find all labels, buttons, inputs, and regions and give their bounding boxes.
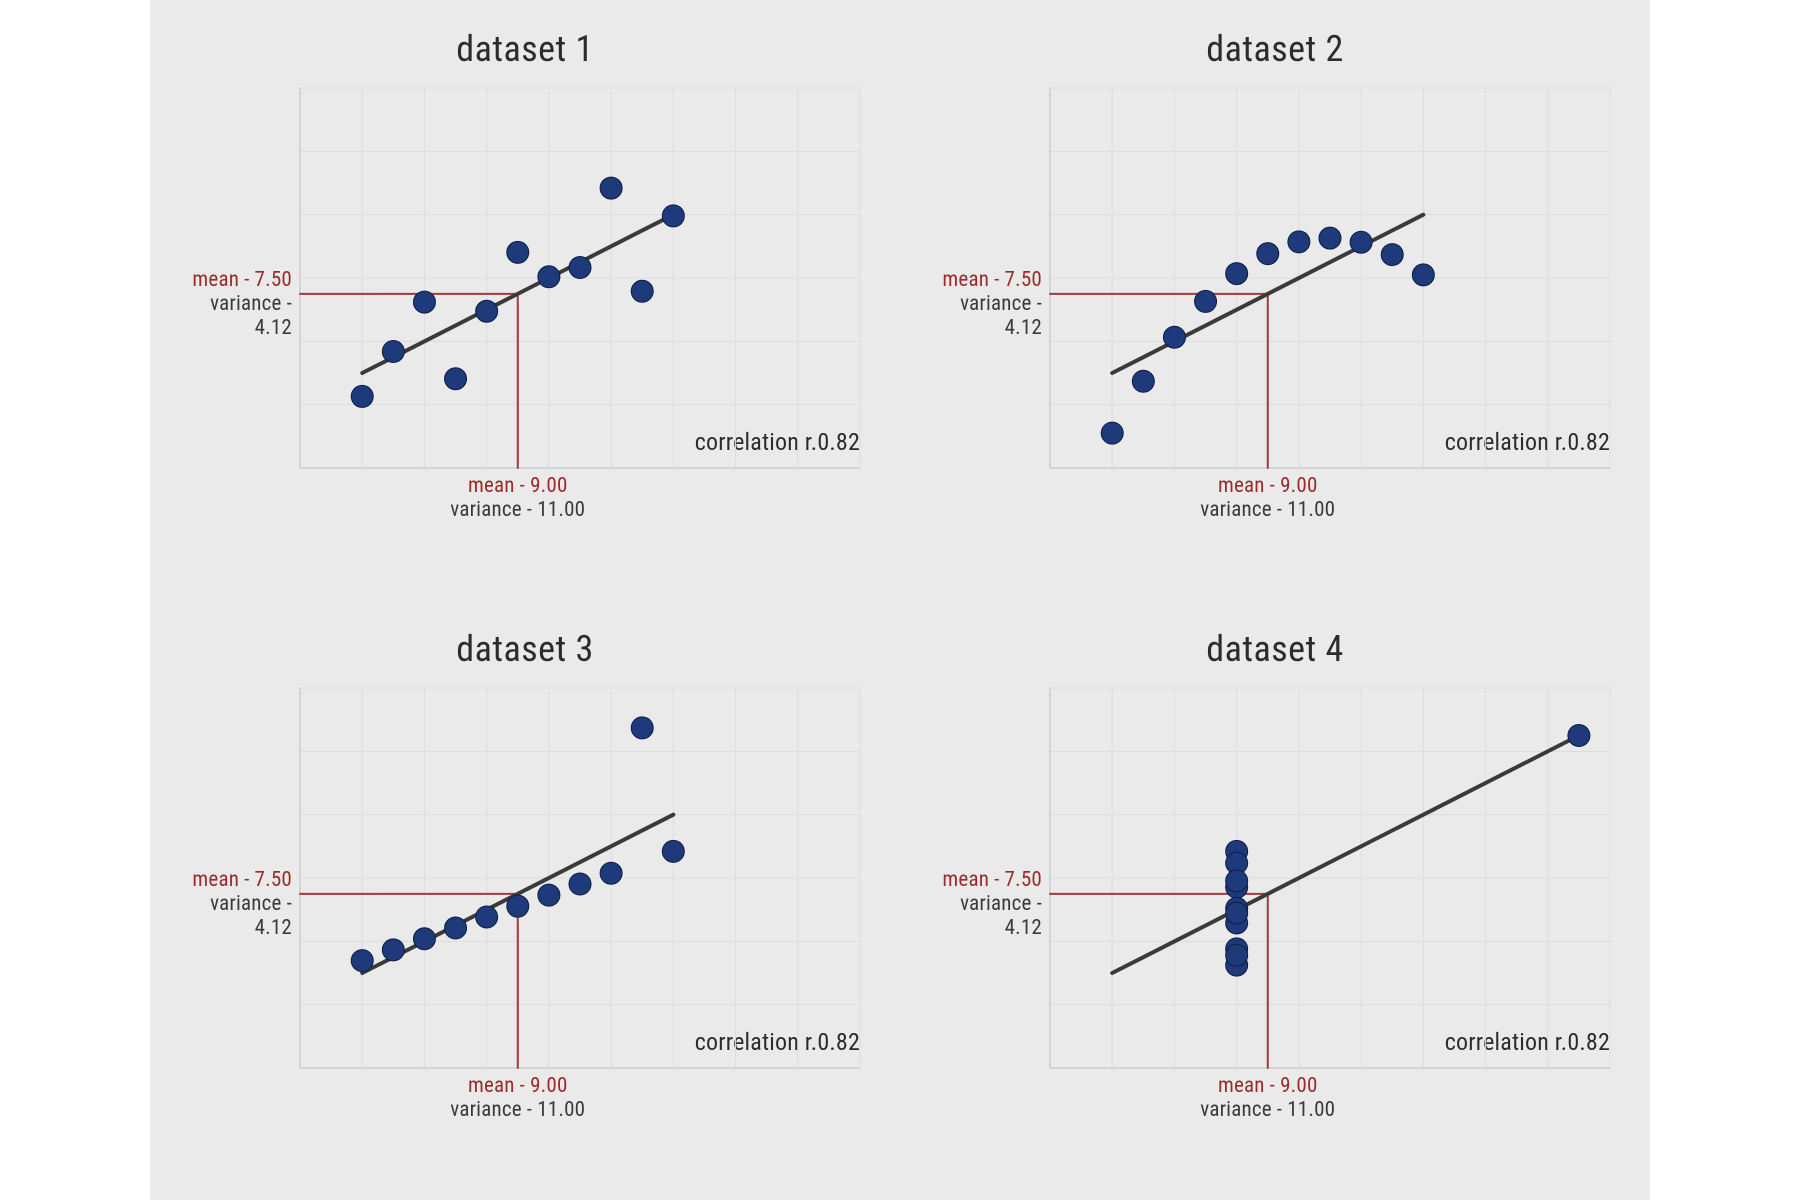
data-point	[1226, 902, 1248, 924]
scatter-plot	[300, 688, 860, 1068]
scatter-plot	[1050, 88, 1610, 468]
data-point	[569, 873, 591, 895]
data-point	[538, 884, 560, 906]
y-mean-label: mean - 7.50	[168, 868, 292, 892]
data-point	[600, 177, 622, 199]
data-point	[662, 840, 684, 862]
panel-title: dataset 1	[150, 28, 900, 70]
chart-panel-2: dataset 2 mean - 7.50 variance - 4.12 me…	[900, 0, 1650, 600]
regression-line	[1112, 736, 1579, 974]
data-point	[507, 241, 529, 263]
x-mean-label: mean - 9.00	[1168, 474, 1368, 498]
data-point	[1568, 725, 1590, 747]
data-point	[413, 928, 435, 950]
data-point	[1319, 227, 1341, 249]
data-point	[445, 917, 467, 939]
y-variance-label: variance - 4.12	[168, 292, 292, 340]
y-variance-label: variance - 4.12	[918, 292, 1042, 340]
data-point	[1350, 231, 1372, 253]
panel-title: dataset 3	[150, 628, 900, 670]
data-point	[413, 291, 435, 313]
data-point	[476, 906, 498, 928]
data-point	[631, 717, 653, 739]
data-point	[382, 939, 404, 961]
data-point	[1226, 870, 1248, 892]
y-variance-label: variance - 4.12	[918, 892, 1042, 940]
chart-panel-4: dataset 4 mean - 7.50 variance - 4.12 me…	[900, 600, 1650, 1200]
data-point	[662, 205, 684, 227]
data-point	[445, 368, 467, 390]
data-point	[538, 266, 560, 288]
chart-panel-1: dataset 1 mean - 7.50 variance - 4.12 me…	[150, 0, 900, 600]
data-point	[351, 950, 373, 972]
x-mean-label: mean - 9.00	[1168, 1074, 1368, 1098]
panel-title: dataset 4	[900, 628, 1650, 670]
data-point	[476, 300, 498, 322]
chart-stage: dataset 1 mean - 7.50 variance - 4.12 me…	[150, 0, 1650, 1200]
x-mean-label: mean - 9.00	[418, 1074, 618, 1098]
data-point	[1257, 243, 1279, 265]
scatter-plot	[300, 88, 860, 468]
data-point	[382, 340, 404, 362]
data-point	[1132, 370, 1154, 392]
x-variance-label: variance - 11.00	[1168, 1098, 1368, 1122]
x-variance-label: variance - 11.00	[1168, 498, 1368, 522]
x-variance-label: variance - 11.00	[418, 1098, 618, 1122]
data-point	[600, 862, 622, 884]
data-point	[1163, 326, 1185, 348]
data-point	[351, 385, 373, 407]
data-point	[1226, 944, 1248, 966]
data-point	[1226, 263, 1248, 285]
data-point	[1412, 264, 1434, 286]
y-mean-label: mean - 7.50	[918, 268, 1042, 292]
y-variance-label: variance - 4.12	[168, 892, 292, 940]
y-mean-label: mean - 7.50	[918, 868, 1042, 892]
chart-panel-3: dataset 3 mean - 7.50 variance - 4.12 me…	[150, 600, 900, 1200]
data-point	[1381, 244, 1403, 266]
y-mean-label: mean - 7.50	[168, 268, 292, 292]
data-point	[1101, 422, 1123, 444]
data-point	[1288, 231, 1310, 253]
panel-title: dataset 2	[900, 28, 1650, 70]
data-point	[1195, 290, 1217, 312]
x-variance-label: variance - 11.00	[418, 498, 618, 522]
x-mean-label: mean - 9.00	[418, 474, 618, 498]
data-point	[631, 280, 653, 302]
data-point	[507, 895, 529, 917]
scatter-plot	[1050, 688, 1610, 1068]
data-point	[569, 257, 591, 279]
